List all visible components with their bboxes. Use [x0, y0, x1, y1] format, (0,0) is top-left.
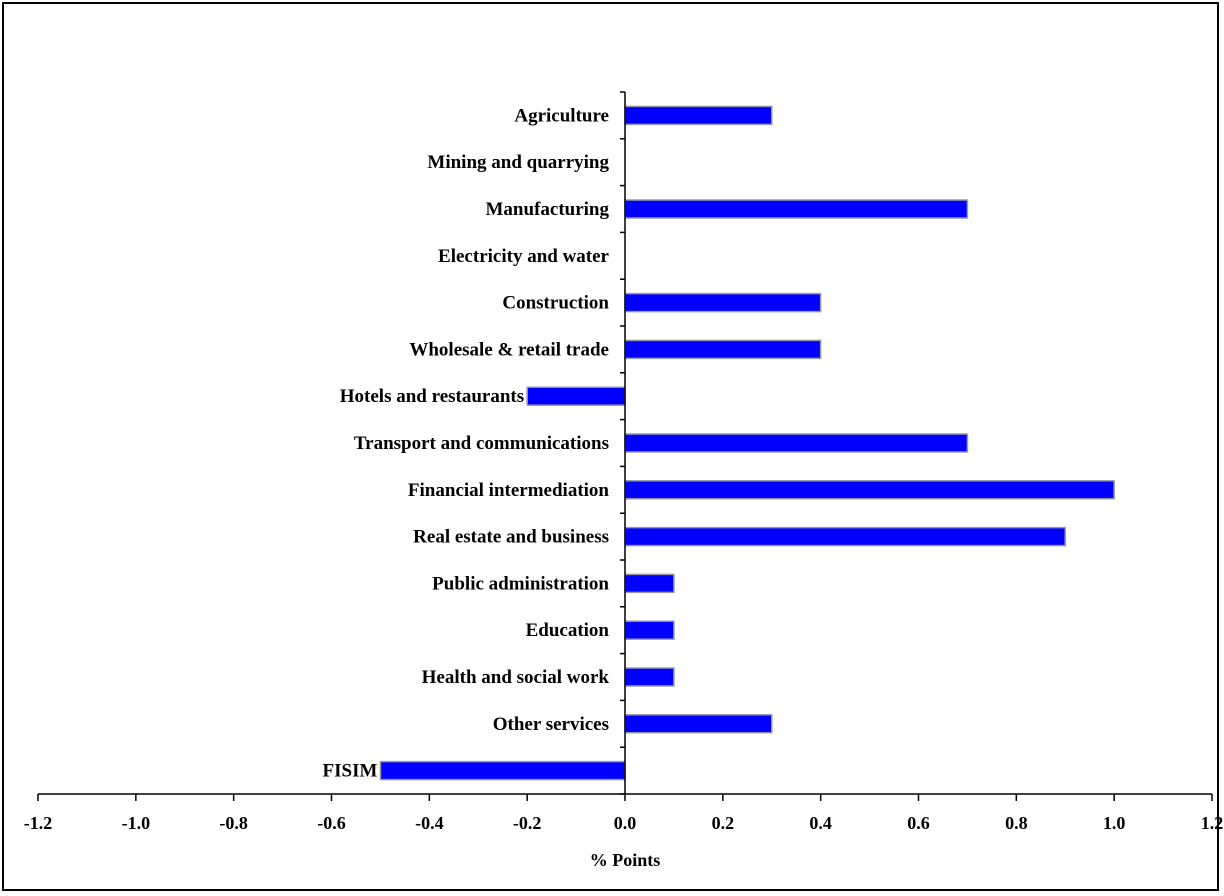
category-label: Agriculture: [514, 105, 609, 126]
axes-group: [37, 91, 1213, 801]
category-labels: Agriculture Mining and quarrying Manufactu…: [323, 105, 610, 781]
bar: [624, 714, 773, 734]
x-tick-label: -1.2: [24, 813, 53, 833]
bar: [379, 760, 626, 781]
x-tick-label: -0.6: [317, 813, 346, 833]
category-label: Wholesale & retail trade: [409, 339, 609, 360]
bar: [526, 386, 626, 406]
category-label: Manufacturing: [486, 199, 610, 220]
category-label: Education: [526, 620, 610, 641]
x-axis-title: % Points: [590, 850, 661, 870]
category-label: Real estate and business: [413, 527, 609, 548]
bar: [624, 339, 822, 360]
category-label: Hotels and restaurants: [340, 386, 524, 407]
x-tick-label: -0.8: [219, 813, 248, 833]
bar: [624, 480, 1115, 500]
bars-group: [379, 105, 1115, 781]
bar: [624, 667, 675, 687]
category-label: Transport and communications: [354, 433, 609, 454]
category-label: Health and social work: [422, 667, 610, 688]
x-tick-label: 0.8: [1005, 813, 1028, 833]
bar: [624, 620, 675, 640]
bar: [624, 433, 969, 453]
category-label: Financial intermediation: [408, 480, 610, 501]
bar: [624, 573, 675, 594]
bar: [624, 292, 822, 313]
x-tick-label: 0.0: [614, 813, 637, 833]
bar: [624, 105, 773, 126]
x-tick-label: -0.2: [513, 813, 542, 833]
x-tick-label: 1.2: [1201, 813, 1224, 833]
x-tick-label: -0.4: [415, 813, 444, 833]
x-tick-labels: -1.2 -1.0 -0.8 -0.6 -0.4 -0.2 0.0 0.2 0.4 0.6 0.8 1…: [24, 813, 1224, 833]
category-label: Mining and quarrying: [427, 152, 609, 173]
category-label: FISIM: [323, 761, 378, 782]
category-label: Other services: [493, 714, 609, 735]
category-label: Construction: [502, 293, 609, 314]
x-tick-label: 0.2: [712, 813, 735, 833]
x-tick-label: 0.4: [809, 813, 832, 833]
category-label: Electricity and water: [438, 246, 610, 267]
category-label: Public administration: [432, 573, 609, 594]
bar: [624, 526, 1066, 547]
bar: [624, 199, 969, 219]
x-tick-label: 0.6: [907, 813, 930, 833]
x-tick-label: 1.0: [1103, 813, 1126, 833]
x-tick-label: -1.0: [122, 813, 151, 833]
